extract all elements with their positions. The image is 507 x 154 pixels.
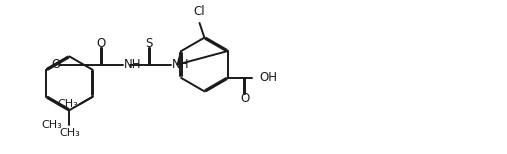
Text: CH₃: CH₃ [57, 99, 78, 109]
Text: O: O [97, 36, 106, 50]
Text: OH: OH [260, 71, 277, 84]
Text: Cl: Cl [194, 5, 205, 18]
Text: NH: NH [172, 58, 189, 71]
Text: NH: NH [124, 58, 141, 71]
Text: S: S [146, 36, 153, 50]
Text: O: O [240, 92, 249, 105]
Text: O: O [51, 58, 60, 71]
Text: CH₃: CH₃ [59, 128, 80, 138]
Text: CH₃: CH₃ [41, 120, 62, 130]
